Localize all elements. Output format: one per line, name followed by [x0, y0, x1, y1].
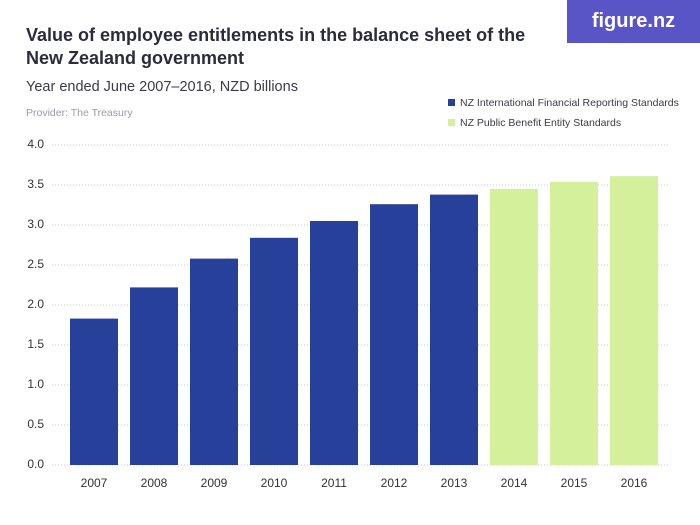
legend-text: NZ Public Benefit Entity Standards [460, 117, 621, 129]
x-tick-label: 2013 [441, 476, 468, 490]
logo[interactable]: figure.nz [567, 0, 700, 43]
y-tick-label: 2.5 [27, 257, 44, 271]
x-tick-label: 2011 [321, 476, 347, 490]
x-tick-label: 2016 [621, 476, 648, 490]
y-tick-label: 0.0 [27, 457, 44, 471]
bar [370, 204, 418, 465]
chart-subtitle: Year ended June 2007–2016, NZD billions [26, 79, 298, 95]
x-tick-label: 2015 [561, 476, 588, 490]
y-tick-label: 4.0 [27, 137, 44, 151]
bar [430, 194, 478, 465]
bar [190, 258, 238, 465]
x-tick-label: 2009 [201, 476, 228, 490]
legend-swatch [448, 99, 455, 106]
bar [70, 318, 118, 465]
x-tick-label: 2010 [261, 476, 288, 490]
x-tick-label: 2012 [381, 476, 408, 490]
bar [610, 176, 658, 465]
y-tick-label: 1.5 [27, 337, 44, 351]
bar [490, 189, 538, 465]
legend-text: NZ International Financial Reporting Sta… [460, 97, 679, 109]
x-tick-label: 2007 [81, 476, 108, 490]
y-tick-label: 2.0 [27, 297, 44, 311]
bar [310, 221, 358, 465]
legend-swatch [448, 119, 455, 126]
x-tick-label: 2008 [141, 476, 168, 490]
bar [550, 181, 598, 466]
y-tick-label: 1.0 [27, 377, 44, 391]
y-tick-label: 3.0 [27, 217, 44, 231]
provider: Provider: The Treasury [26, 107, 133, 119]
bar [250, 237, 298, 465]
bar [130, 287, 178, 465]
chart-title: Value of employee entitlements in the ba… [26, 25, 526, 68]
x-tick-label: 2014 [501, 476, 528, 490]
y-tick-label: 3.5 [27, 177, 44, 191]
y-tick-label: 0.5 [27, 417, 44, 431]
